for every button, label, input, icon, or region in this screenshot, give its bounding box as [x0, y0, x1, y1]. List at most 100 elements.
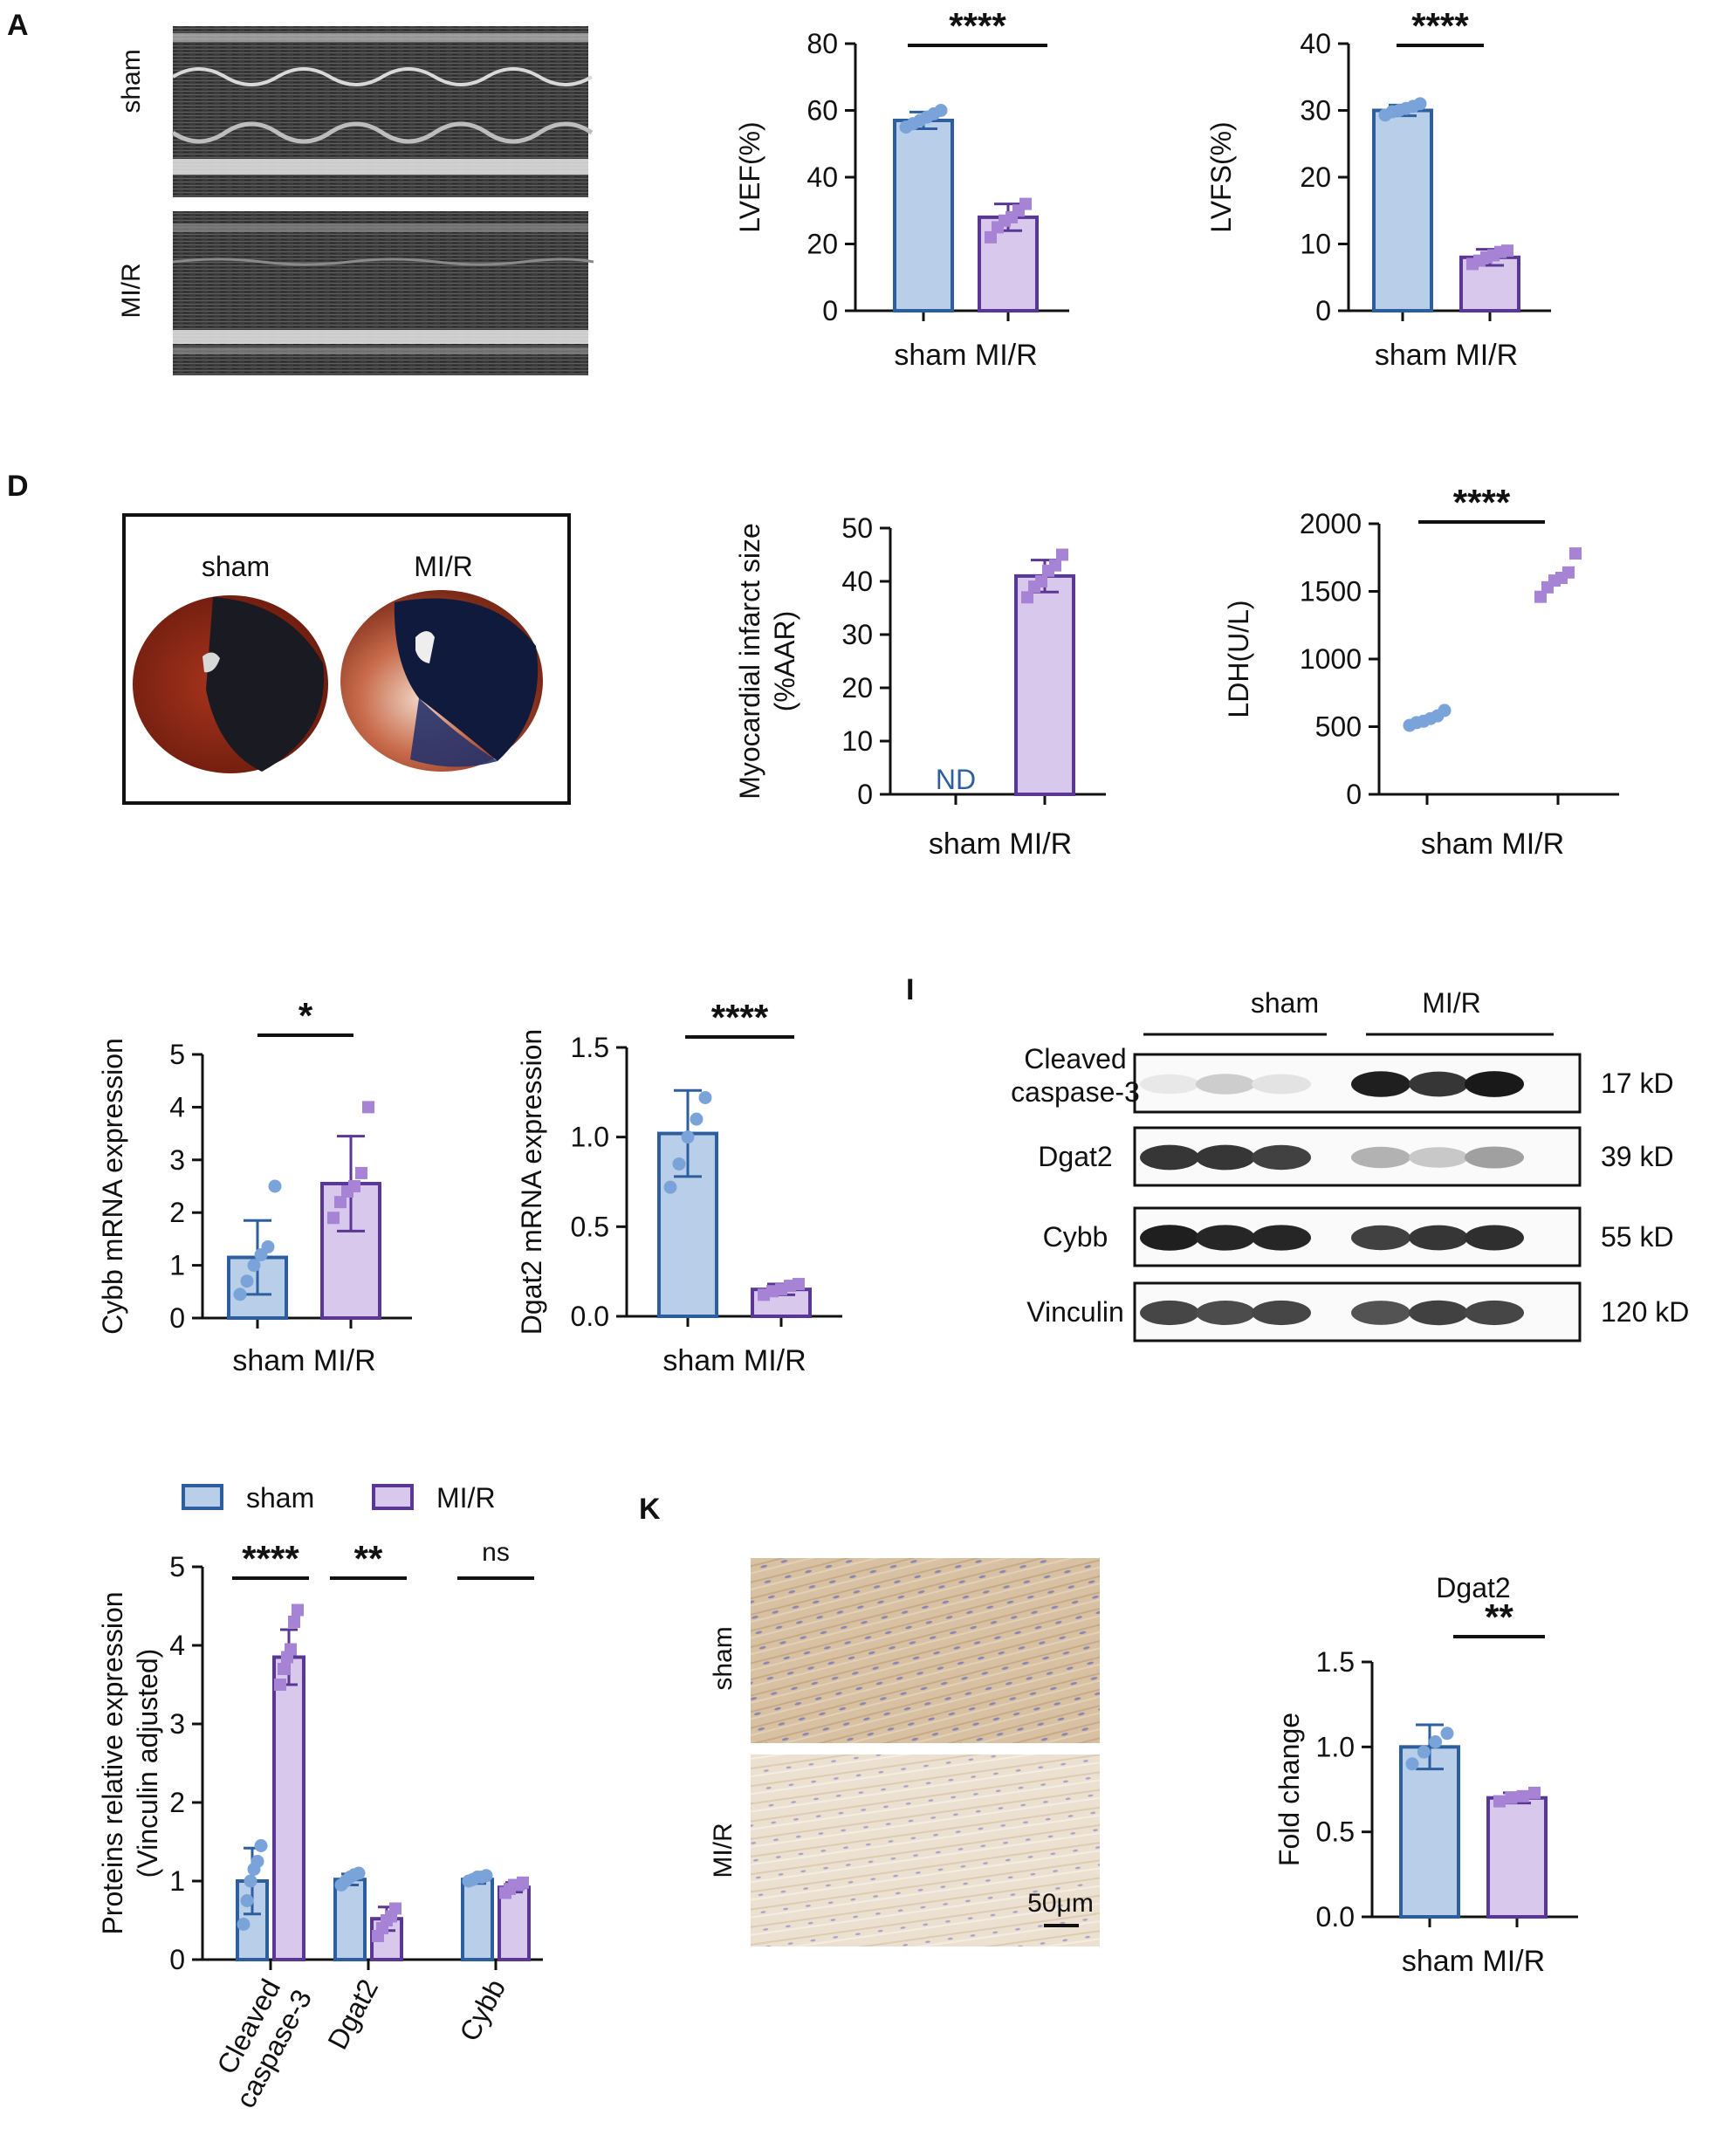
blot-row-label: Dgat2 — [1038, 1141, 1112, 1172]
blot-molecular-weight: 17 kD — [1601, 1068, 1674, 1099]
blot-band — [1465, 1071, 1524, 1097]
data-point — [268, 1179, 282, 1193]
blot-molecular-weight: 120 kD — [1601, 1296, 1689, 1328]
bar-mir — [1486, 1796, 1548, 1919]
data-point — [244, 1874, 257, 1888]
heart-slice-mir — [340, 590, 543, 772]
blot-band — [1196, 1301, 1255, 1325]
x-category-label-0: sham — [1375, 339, 1447, 372]
y-axis-label: LVEF(%) — [734, 121, 765, 232]
y-tick-label: 500 — [1315, 711, 1362, 743]
panel-k: K sham MI/R 50μm — [639, 1493, 1100, 1947]
data-point — [362, 1101, 374, 1114]
y-tick-label: 3 — [169, 1144, 185, 1176]
y-tick-label: 20 — [1300, 161, 1331, 193]
panel-a: A sham MI/R — [7, 9, 594, 375]
data-point — [1429, 1734, 1443, 1748]
data-point — [1049, 559, 1061, 572]
significance-marker: ** — [1485, 1596, 1513, 1638]
blot-group-label-mir: MI/R — [1422, 987, 1481, 1019]
blot-row-label: Cybb — [1043, 1221, 1108, 1253]
data-point — [334, 1196, 347, 1209]
panel-a-row-label-sham: sham — [117, 49, 146, 113]
data-point — [1516, 1789, 1529, 1802]
blot-molecular-weight: 39 kD — [1601, 1141, 1674, 1172]
x-category-label-1: MI/R — [744, 1344, 806, 1377]
y-tick-label: 40 — [806, 161, 838, 193]
data-point — [254, 1839, 268, 1852]
significance-marker: **** — [242, 1538, 299, 1579]
y-tick-label: 1 — [169, 1865, 185, 1897]
data-point — [261, 1239, 275, 1253]
y-tick-label: 0 — [822, 295, 838, 326]
x-category-label-1: MI/R — [1009, 827, 1072, 861]
x-category-label-1: MI/R — [975, 339, 1038, 372]
y-tick-label: 20 — [841, 672, 873, 704]
y-tick-label: 3 — [169, 1708, 185, 1740]
bar-mir — [498, 1885, 531, 1961]
x-category-label-0: sham — [232, 1344, 305, 1377]
chart-infarct-size: 0 10 20 30 40 50 sham MI/R Myocardial infarct s… — [734, 512, 1106, 861]
data-point — [1035, 575, 1047, 587]
bar-mir — [1014, 573, 1075, 797]
data-point — [274, 1679, 286, 1691]
ihc-image-sham — [751, 1558, 1100, 1743]
x-category-label-0: sham — [929, 827, 1001, 861]
ihc-row-label-sham: sham — [709, 1626, 738, 1690]
data-point — [1021, 591, 1033, 604]
blot-row-label-line-1: Cleaved — [1024, 1043, 1126, 1075]
scale-bar-label: 50μm — [1027, 1889, 1094, 1918]
blot-band — [1252, 1300, 1311, 1326]
data-point — [251, 1855, 264, 1868]
blot-band — [1351, 1301, 1410, 1325]
y-axis-label: LVFS(%) — [1205, 121, 1237, 232]
data-point — [1534, 590, 1547, 603]
bar-sham — [893, 118, 954, 312]
y-tick-label: 80 — [806, 28, 838, 59]
data-point — [285, 1643, 297, 1656]
data-point — [278, 1663, 290, 1675]
y-tick-label: 0.5 — [571, 1211, 609, 1242]
y-tick-label: 1.0 — [571, 1122, 609, 1153]
data-point — [1505, 1791, 1518, 1804]
x-category-label-0: sham — [894, 339, 966, 372]
heart-label-mir: MI/R — [414, 551, 473, 582]
data-point — [1501, 244, 1513, 257]
x-category-label: Cybb — [453, 1974, 511, 2046]
echo-image-sham — [171, 26, 594, 197]
y-tick-label: 50 — [841, 512, 873, 544]
data-point — [1528, 1786, 1541, 1799]
data-point — [934, 104, 948, 117]
blot-band — [1409, 1225, 1468, 1251]
data-point — [247, 1259, 261, 1273]
y-axis-label: Fold change — [1273, 1713, 1305, 1866]
data-point — [352, 1866, 366, 1880]
data-point — [672, 1157, 686, 1171]
data-point — [348, 1180, 360, 1192]
panel-d: B D sham MI/R — [7, 470, 571, 805]
y-tick-label: 1.5 — [1316, 1646, 1355, 1678]
data-point — [1438, 704, 1452, 718]
data-point — [1493, 1795, 1506, 1808]
x-category-label-1: MI/R — [1455, 339, 1518, 372]
chart-dgat2-fold-change: 0.0 0.5 1.0 1.5 sham MI/R Fold change Dgat2** — [1273, 1572, 1578, 1978]
bar-sham — [1372, 108, 1433, 312]
blot-band — [1196, 1074, 1255, 1095]
y-tick-label: 1.5 — [571, 1032, 609, 1063]
y-tick-label: 0.0 — [1316, 1901, 1355, 1933]
y-tick-label: 4 — [169, 1091, 185, 1123]
blot-band — [1409, 1300, 1468, 1326]
heart-slice-sham — [133, 595, 328, 773]
data-point — [355, 1166, 367, 1179]
data-point — [690, 1112, 704, 1126]
data-point — [663, 1180, 677, 1194]
data-point — [1440, 1727, 1454, 1741]
panel-d-letter-visible: D — [7, 470, 29, 503]
blot-band — [1351, 1071, 1410, 1097]
data-point — [681, 1130, 695, 1144]
y-tick-label: 10 — [841, 725, 873, 757]
heart-label-sham: sham — [202, 551, 270, 582]
data-point — [1413, 97, 1427, 111]
